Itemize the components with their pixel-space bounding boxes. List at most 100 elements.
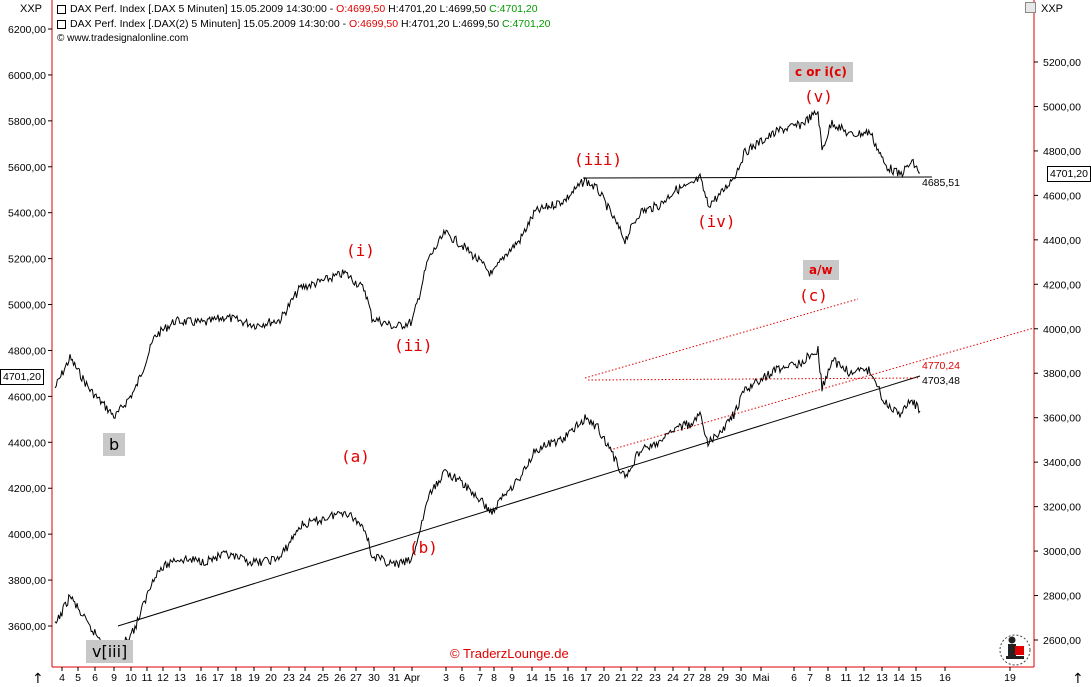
x-tick-label: 30	[735, 672, 747, 684]
x-tick-label: 10	[125, 672, 137, 684]
level-4770: 4770,24	[922, 360, 960, 372]
x-tick-label: 9	[111, 672, 117, 684]
x-tick-label: 6	[92, 672, 98, 684]
legend-text: DAX Perf. Index [.DAX(2) 5 Minuten] 15.0…	[70, 18, 349, 30]
x-tick-label: 31	[388, 672, 400, 684]
x-tick-label: 16	[195, 672, 207, 684]
legend-open: O:4699,50	[336, 3, 386, 15]
x-tick-label: 7	[477, 672, 483, 684]
wave-ii: (ii)	[394, 336, 433, 355]
x-tick-label: 25	[317, 672, 329, 684]
series-line-1: DAX Perf. Index [.DAX 5 Minuten]	[54, 109, 920, 420]
x-tick-label: 15	[910, 672, 922, 684]
wave-b: (b)	[409, 538, 438, 557]
x-tick-label: 27	[683, 672, 695, 684]
x-tick-label: 3	[443, 672, 449, 684]
x-tick-label: 12	[157, 672, 169, 684]
right-price-box: 4701,20	[1047, 166, 1091, 182]
series-group: DAX Perf. Index [.DAX 5 Minuten]DAX Perf…	[54, 109, 921, 658]
y-left-label: 4400,00	[8, 437, 46, 449]
legend-close: C:4701,20	[501, 18, 551, 30]
x-tick-label: 11	[841, 672, 852, 684]
y-left-label: 3600,00	[8, 621, 46, 633]
x-tick-label: 19	[248, 672, 260, 684]
x-axis: 4 5 6 9 10 11 12 13 16 17 18 19 20 23 24 25 26 27 30 31 Apr 3…	[59, 667, 1016, 684]
wave-iv: (iv)	[697, 212, 736, 231]
y-right-label: 4400,00	[1043, 235, 1081, 247]
x-tick-label: 9	[509, 672, 515, 684]
x-tick-label: 15	[544, 672, 556, 684]
y-right-label: 5000,00	[1043, 101, 1081, 113]
left-y-axis: 3600,00 3800,00 4000,00 4200,00 4400,00 4600,…	[8, 24, 52, 633]
wave-c: (c)	[799, 286, 828, 305]
legend-open: O:4699,50	[349, 18, 399, 30]
tag-a-w: a/w	[803, 260, 839, 280]
x-tick-label: 16	[562, 672, 574, 684]
analysis-lines	[117, 176, 1035, 627]
up-arrow-left-icon[interactable]: ↑	[32, 671, 44, 687]
tag-v-iii: v[iii]	[86, 640, 134, 663]
legend-close: C:4701,20	[489, 3, 538, 15]
legend-hl: H:4701,20 L:4699,50	[385, 3, 490, 15]
y-right-label: 4200,00	[1043, 279, 1081, 291]
x-tick-label: 11	[142, 672, 153, 684]
legend-text: DAX Perf. Index [.DAX 5 Minuten] 15.05.2…	[70, 3, 337, 15]
level-4703: 4703,48	[922, 375, 960, 387]
y-left-label: 6000,00	[8, 70, 46, 82]
x-tick-label: Mai	[753, 672, 770, 684]
y-right-label: 3600,00	[1043, 413, 1081, 425]
x-tick-label: 17	[580, 672, 592, 684]
x-tick-label: 12	[858, 672, 870, 684]
y-right-label: 3400,00	[1043, 457, 1081, 469]
y-right-label: 3000,00	[1043, 546, 1081, 558]
x-tick-label: 20	[598, 672, 610, 684]
ticker-right: XXP	[1041, 3, 1064, 15]
x-tick-label: 7	[807, 672, 813, 684]
x-tick-label: 30	[368, 672, 380, 684]
y-right-label: 3800,00	[1043, 368, 1081, 380]
legend-line-2: DAX Perf. Index [.DAX(2) 5 Minuten] 15.0…	[57, 18, 550, 30]
y-left-label: 5200,00	[8, 254, 46, 266]
y-right-label: 4800,00	[1043, 146, 1081, 158]
level-4685: 4685,51	[922, 177, 960, 189]
x-tick-label: 22	[631, 672, 643, 684]
tag-c-or-ic: c or i(c)	[789, 62, 853, 82]
y-right-label: 5200,00	[1043, 57, 1081, 69]
x-tick-label: 21	[615, 672, 627, 684]
x-tick-label: 8	[491, 672, 497, 684]
x-tick-label: 16	[939, 672, 951, 684]
x-tick-label: 18	[230, 672, 242, 684]
y-left-label: 4200,00	[8, 483, 46, 495]
trendline-bottom	[117, 375, 921, 627]
legend-line-1: DAX Perf. Index [.DAX 5 Minuten] 15.05.2…	[57, 3, 538, 15]
wave-iii: (iii)	[574, 150, 623, 169]
ticker-left: XXP	[20, 3, 43, 15]
y-left-label: 5600,00	[8, 162, 46, 174]
legend-square-icon	[57, 19, 66, 29]
legend-square-icon	[57, 4, 66, 14]
x-tick-label: 24	[299, 672, 311, 684]
x-tick-label: 4	[59, 672, 65, 684]
x-tick-label: 6	[459, 672, 465, 684]
copyright-text: © TraderzLounge.de	[450, 646, 569, 661]
x-tick-label: 6	[791, 672, 797, 684]
x-tick-label: 5	[75, 672, 81, 684]
x-tick-label: 24	[667, 672, 679, 684]
horizontal-level	[587, 377, 919, 381]
wave-v: (v)	[804, 87, 833, 106]
wave-i: (i)	[346, 241, 375, 260]
x-tick-label: 13	[876, 672, 888, 684]
wave-a: (a)	[341, 447, 370, 466]
x-tick-label: Apr	[404, 672, 421, 684]
up-arrow-right-icon[interactable]: ↑	[1072, 671, 1084, 687]
channel-upper	[584, 298, 859, 379]
tag-b: b	[103, 433, 126, 456]
scroll-corner-button[interactable]	[1025, 2, 1036, 13]
legend-hl: H:4701,20 L:4699,50	[398, 18, 502, 30]
x-tick-label: 14	[893, 672, 905, 684]
y-left-label: 6200,00	[8, 24, 46, 36]
x-tick-label: 26	[334, 672, 346, 684]
y-left-label: 5800,00	[8, 116, 46, 128]
y-left-label: 4600,00	[8, 391, 46, 403]
